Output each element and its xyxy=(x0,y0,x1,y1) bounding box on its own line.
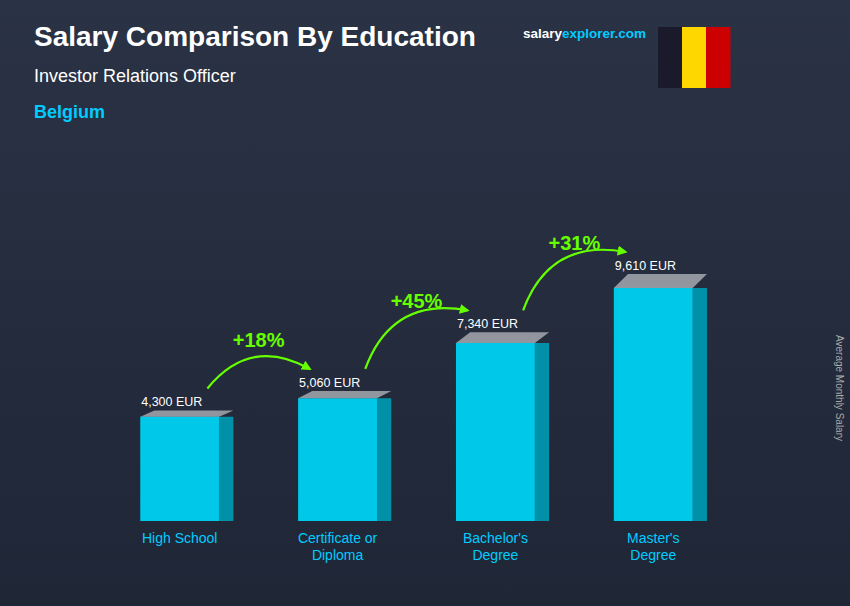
x-tick-label: Certificate orDiploma xyxy=(298,530,378,563)
subtitle: Investor Relations Officer xyxy=(34,66,236,86)
bar-side xyxy=(535,343,549,521)
country: Belgium xyxy=(34,102,105,122)
website: salaryexplorer.com xyxy=(523,26,646,41)
value-label: 9,610 EUR xyxy=(615,259,676,273)
change-arrow xyxy=(365,308,468,369)
flag-stripe xyxy=(682,27,707,88)
value-label: 7,340 EUR xyxy=(457,317,518,331)
bar-side xyxy=(693,288,707,521)
x-tick-label-line: Master's xyxy=(627,530,679,546)
change-arrow xyxy=(207,356,310,388)
x-tick-label-line: Diploma xyxy=(312,547,364,563)
change-label: +45% xyxy=(391,290,443,312)
x-tick-label-line: High School xyxy=(142,530,218,546)
x-tick-label: High School xyxy=(142,530,218,546)
flag-stripe xyxy=(706,27,731,88)
bar-top xyxy=(298,391,391,398)
background xyxy=(0,0,850,606)
chart: 4,300 EUR 5,060 EUR 7,340 EUR 9,610 EUR +18%… xyxy=(0,0,850,606)
bar-side xyxy=(219,417,233,521)
change-label: +18% xyxy=(233,329,285,351)
website-part: salary xyxy=(523,26,563,41)
title: Salary Comparison By Education xyxy=(34,21,476,52)
x-tick-label: Bachelor'sDegree xyxy=(463,530,528,563)
bar xyxy=(614,288,693,521)
change-arrow xyxy=(523,250,626,311)
flag-stripe xyxy=(658,27,683,88)
bar-side xyxy=(377,398,391,521)
x-tick-label-line: Certificate or xyxy=(298,530,378,546)
website-part: explorer.com xyxy=(562,26,646,41)
change-label: +31% xyxy=(548,232,600,254)
x-tick-label-line: Bachelor's xyxy=(463,530,528,546)
value-label: 4,300 EUR xyxy=(141,395,202,409)
bar-top xyxy=(614,274,707,288)
bar-top xyxy=(140,410,233,416)
bars xyxy=(140,274,707,521)
bar xyxy=(140,417,219,521)
x-tick-label-line: Degree xyxy=(472,547,518,563)
y-axis-label: Average Monthly Salary xyxy=(834,335,845,441)
bar-top xyxy=(456,332,549,343)
bar xyxy=(298,398,377,521)
x-tick-label: Master'sDegree xyxy=(627,530,679,563)
x-tick-label-line: Degree xyxy=(630,547,676,563)
value-label: 5,060 EUR xyxy=(299,376,360,390)
bar xyxy=(456,343,535,521)
